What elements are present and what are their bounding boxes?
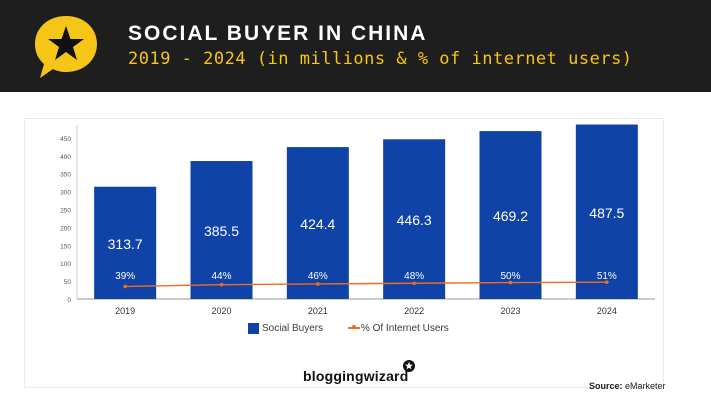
source-label: Source:	[589, 381, 623, 391]
y-tick-label: 350	[60, 172, 71, 179]
chart-svg: 0 50 100 150 200 250 300 350 400 450 313.7 2019 385.…	[60, 124, 655, 316]
bar-value-label: 385.5	[204, 223, 239, 239]
percent-point	[412, 281, 416, 286]
y-tick-label: 0	[67, 297, 71, 304]
y-tick-label: 400	[60, 154, 71, 161]
percent-label: 48%	[404, 271, 424, 282]
percent-line	[125, 281, 607, 288]
source-value: eMarketer	[625, 381, 666, 391]
bar-value-label: 424.4	[300, 216, 335, 232]
x-tick-label: 2019	[115, 306, 135, 316]
legend-swatch-line	[347, 325, 360, 330]
y-tick-label: 450	[60, 136, 71, 143]
y-tick-label: 250	[60, 208, 71, 215]
brand-star-icon	[403, 360, 415, 372]
x-tick-label: 2022	[404, 306, 424, 316]
x-tick-label: 2023	[500, 306, 520, 316]
legend-item-social-buyers: Social Buyers	[248, 323, 323, 334]
chart-legend: Social Buyers % Of Internet Users	[248, 323, 471, 339]
percent-point	[219, 282, 224, 287]
y-tick-label: 50	[64, 279, 72, 286]
bar	[190, 161, 253, 299]
x-tick-label: 2021	[308, 306, 328, 316]
percent-label: 51%	[597, 271, 617, 282]
percent-label: 46%	[308, 271, 328, 282]
legend-item-internet-users: % Of Internet Users	[347, 323, 449, 335]
x-tick-label: 2024	[597, 306, 617, 316]
bar	[479, 131, 542, 299]
y-tick-label: 200	[60, 225, 71, 232]
y-tick-label: 100	[60, 261, 71, 268]
percent-point	[508, 280, 513, 285]
chart-subtitle: 2019 - 2024 (in millions & % of internet…	[128, 49, 633, 69]
y-tick-label: 300	[60, 190, 71, 197]
legend-label-social-buyers: Social Buyers	[262, 323, 324, 335]
y-tick-label: 150	[60, 243, 71, 250]
bar	[575, 124, 638, 300]
bar-value-label: 313.7	[108, 236, 143, 252]
x-tick-label: 2020	[211, 306, 231, 316]
percent-point	[123, 284, 127, 289]
bar	[383, 139, 446, 299]
legend-label-internet-users: % Of Internet Users	[360, 323, 449, 335]
bar	[286, 147, 349, 299]
percent-point	[605, 280, 609, 284]
star-speech-bubble-icon	[35, 16, 97, 78]
percent-point	[316, 282, 320, 286]
chart-area: 0 50 100 150 200 250 300 350 400 450 313.7 2019 385.…	[24, 118, 664, 388]
percent-label: 39%	[115, 271, 135, 282]
header-banner: SOCIAL BUYER IN CHINA 2019 - 2024 (in mi…	[0, 0, 711, 92]
bar-value-label: 469.2	[493, 208, 528, 224]
brand-logo-text: bloggingwizard	[303, 368, 409, 384]
source-note: Source: eMarketer	[589, 381, 666, 391]
bar-value-label: 487.5	[589, 205, 624, 221]
percent-label: 50%	[500, 271, 520, 282]
percent-label: 44%	[211, 271, 231, 282]
legend-swatch-bar	[248, 323, 259, 334]
chart-title: SOCIAL BUYER IN CHINA	[128, 22, 428, 45]
bar	[94, 186, 157, 299]
bar-value-label: 446.3	[397, 212, 432, 228]
